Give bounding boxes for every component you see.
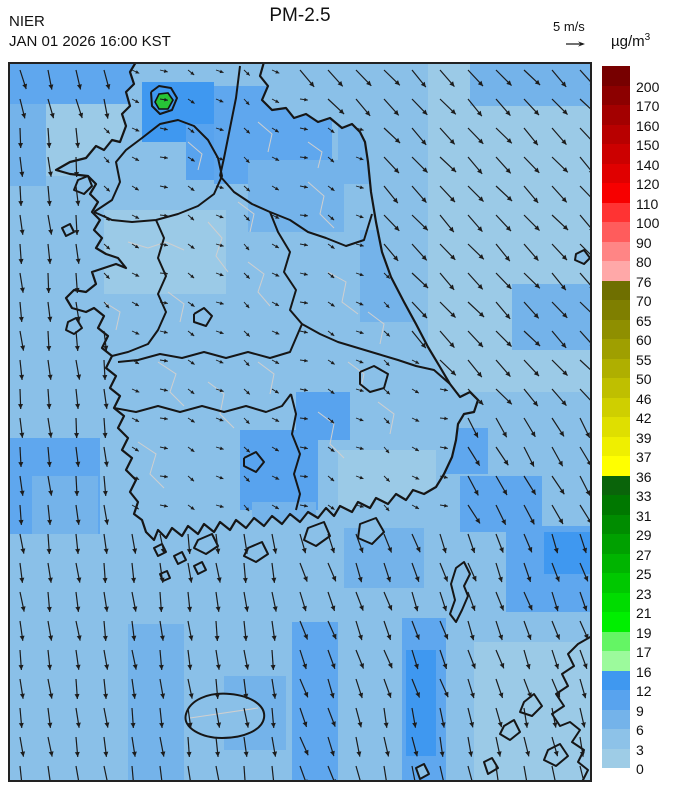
agency-label: NIER bbox=[9, 13, 45, 30]
colorbar-tick-label: 70 bbox=[636, 293, 652, 309]
colorbar-segment: 76 bbox=[602, 261, 652, 289]
map-canvas bbox=[8, 60, 597, 786]
colorbar-tick-label: 110 bbox=[636, 195, 659, 212]
colorbar-segment: 23 bbox=[602, 573, 652, 601]
colorbar-segment: 55 bbox=[602, 339, 652, 367]
colorbar-segment: 21 bbox=[602, 592, 652, 620]
colorbar-tick-label: 3 bbox=[636, 741, 644, 758]
colorbar-tick-label: 140 bbox=[636, 156, 660, 173]
coastline bbox=[54, 60, 480, 542]
colorbar-tick-label: 170 bbox=[636, 98, 660, 114]
colorbar-segment: 80 bbox=[602, 241, 652, 269]
province-boundaries bbox=[93, 65, 451, 511]
colorbar-segment: 42 bbox=[602, 397, 652, 425]
colorbar-tick-label: 12 bbox=[636, 683, 652, 699]
colorbar-segment: 12 bbox=[602, 670, 652, 698]
colorbar-segment: 46 bbox=[602, 378, 652, 406]
colorbar-tick-label: 21 bbox=[636, 605, 652, 621]
colorbar-tick-label: 65 bbox=[636, 312, 652, 329]
colorbar-tick-label: 46 bbox=[636, 390, 652, 407]
colorbar-segment: 120 bbox=[602, 163, 659, 191]
colorbar-segment: 19 bbox=[602, 612, 652, 640]
wind-arrow-field bbox=[18, 69, 597, 786]
colorbar-segment: 33 bbox=[602, 475, 652, 503]
colorbar-tick-label: 36 bbox=[636, 468, 652, 485]
page-title: PM-2.5 bbox=[269, 5, 331, 26]
colorbar-tick-label: 80 bbox=[636, 254, 652, 270]
county-boundaries bbox=[103, 121, 413, 489]
colorbar-segment: 160 bbox=[602, 105, 659, 133]
colorbar-segment: 70 bbox=[602, 280, 652, 308]
colorbar-segment: 16 bbox=[602, 651, 652, 679]
colorbar-segment: 50 bbox=[602, 358, 652, 386]
colorbar-tick-label: 55 bbox=[636, 351, 652, 368]
colorbar-tick-label: 9 bbox=[636, 702, 644, 719]
colorbar-segment: 150 bbox=[602, 124, 659, 152]
colorbar-tick-label: 50 bbox=[636, 371, 652, 387]
map-panel bbox=[8, 60, 597, 786]
colorbar-segment: 29 bbox=[602, 514, 652, 542]
colorbar-segment: 25 bbox=[602, 553, 652, 581]
colorbar-tick-label: 37 bbox=[636, 449, 652, 465]
colorbar: 200 170 160 150 140 120 110 100 90 80 76 70 65 60 55 50… bbox=[602, 66, 659, 776]
seoul-max-concentration-cell bbox=[154, 92, 174, 110]
colorbar-segment: 170 bbox=[602, 85, 659, 113]
colorbar-tick-label: 6 bbox=[636, 722, 644, 738]
colorbar-unit-label: µg/m3 bbox=[611, 32, 651, 50]
colorbar-segment: 0 bbox=[602, 748, 644, 776]
wind-reference-label: 5 m/s bbox=[553, 19, 585, 34]
colorbar-segment: 27 bbox=[602, 534, 652, 562]
colorbar-tick-label: 16 bbox=[636, 663, 652, 680]
colorbar-tick-label: 100 bbox=[636, 215, 660, 231]
colorbar-segment: 110 bbox=[602, 183, 658, 211]
islands bbox=[61, 175, 593, 783]
colorbar-tick-label: 23 bbox=[636, 585, 652, 602]
colorbar-tick-label: 25 bbox=[636, 566, 652, 582]
colorbar-tick-label: 120 bbox=[636, 176, 660, 192]
colorbar-tick-label: 42 bbox=[636, 410, 652, 426]
colorbar-tick-label: 150 bbox=[636, 137, 660, 153]
colorbar-segment: 36 bbox=[602, 456, 652, 484]
colorbar-segment: 100 bbox=[602, 202, 659, 230]
colorbar-segment: 140 bbox=[602, 144, 659, 172]
colorbar-segment: 17 bbox=[602, 631, 652, 659]
colorbar-segment: 37 bbox=[602, 436, 652, 464]
colorbar-tick-label: 29 bbox=[636, 527, 652, 543]
colorbar-tick-label: 33 bbox=[636, 488, 652, 504]
colorbar-tick-label: 27 bbox=[636, 546, 652, 563]
colorbar-tick-label: 160 bbox=[636, 117, 660, 134]
colorbar-segment: 90 bbox=[602, 222, 652, 250]
timestamp-label: JAN 01 2026 16:00 KST bbox=[9, 33, 171, 50]
colorbar-tick-label: 31 bbox=[636, 507, 652, 524]
colorbar-segment: 3 bbox=[602, 729, 644, 757]
colorbar-segment: 6 bbox=[602, 709, 644, 737]
colorbar-segment: 31 bbox=[602, 495, 652, 523]
colorbar-segment: 39 bbox=[602, 417, 652, 445]
colorbar-tick-label: 76 bbox=[636, 273, 652, 290]
colorbar-tick-label: 200 bbox=[636, 78, 660, 95]
colorbar-tick-label: 60 bbox=[636, 332, 652, 348]
colorbar-segment: 60 bbox=[602, 319, 652, 347]
wind-reference-arrow-icon bbox=[563, 36, 589, 54]
colorbar-tick-label: 19 bbox=[636, 624, 652, 641]
colorbar-segment: 65 bbox=[602, 300, 652, 328]
colorbar-tick-label: 39 bbox=[636, 429, 652, 446]
colorbar-segment: 200 bbox=[602, 66, 659, 94]
colorbar-tick-label: 90 bbox=[636, 234, 652, 251]
map-frame bbox=[8, 62, 592, 782]
colorbar-tick-label: 0 bbox=[636, 761, 644, 777]
mainland-fill bbox=[56, 62, 478, 540]
colorbar-tick-label: 17 bbox=[636, 644, 652, 660]
colorbar-segment: 9 bbox=[602, 690, 644, 718]
